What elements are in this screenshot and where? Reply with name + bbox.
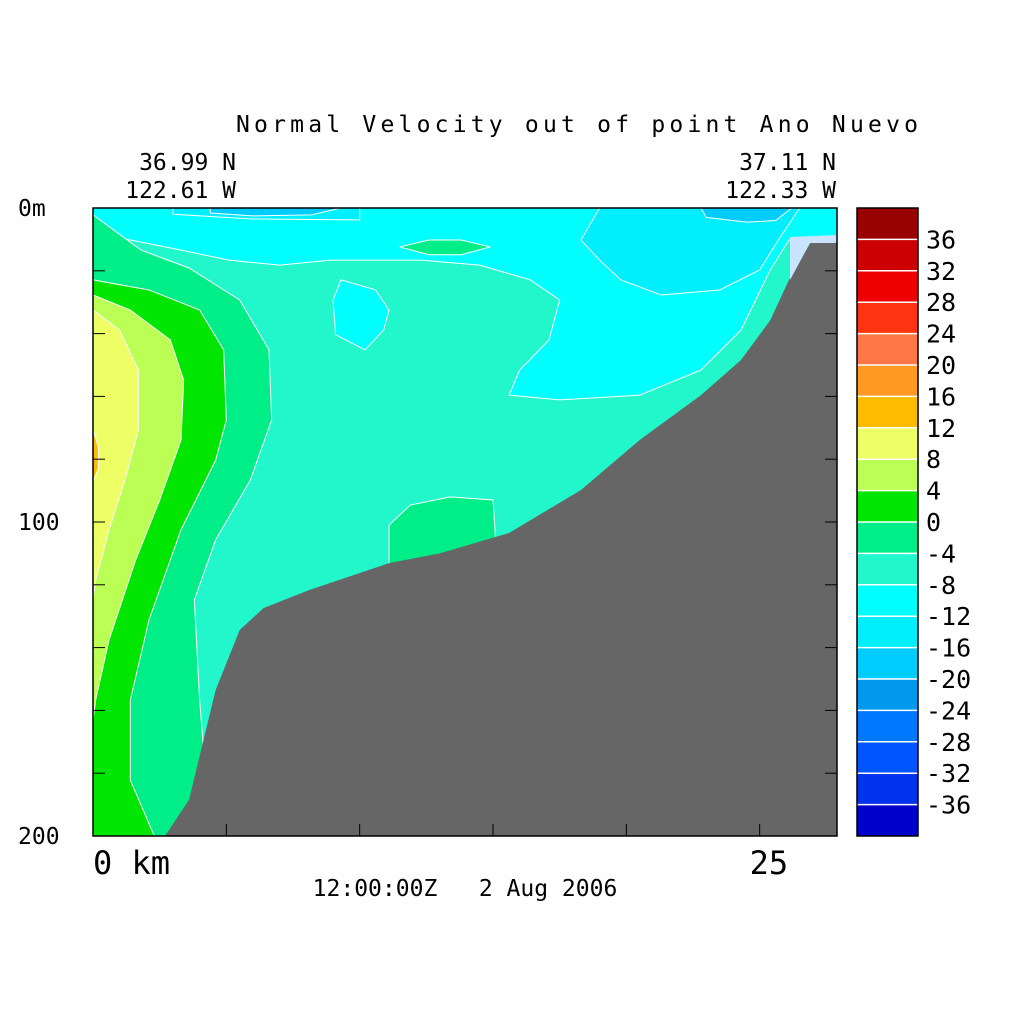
colorbar-swatch [857,773,918,805]
colorbar-label: 8 [926,445,941,474]
colorbar-label: 24 [926,320,956,349]
colorbar-swatch [857,741,918,774]
contour-region [92,309,139,600]
colorbar-frame [856,207,919,837]
seafloor [165,240,837,836]
colorbar-label: -32 [926,759,971,788]
colorbar-swatch [857,647,918,679]
colorbar-label: 32 [926,257,956,286]
colorbar-label: -4 [926,539,956,568]
colorbar-swatch [857,427,918,460]
colorbar-swatch [857,459,918,491]
colorbar-label: 20 [926,351,956,380]
colorbar-swatch [857,584,918,617]
colorbar-swatch [857,208,918,240]
colorbar-swatch [857,616,918,648]
colorbar-label: 0 [926,508,941,537]
y-tick-label: 0m [18,196,46,222]
contour-region [399,239,491,256]
colorbar-label: 28 [926,288,956,317]
overlay: 0m 100 200 0 km 25 -36 -32-28 -24-20-16 -12-8 -40… [18,196,971,882]
end-lon: 122.33 W [725,178,836,204]
colorbar-label: 12 [926,414,956,443]
start-lat: 36.99 N [139,150,236,176]
colorbar-swatch [857,396,918,428]
end-lat: 37.11 N [739,150,836,176]
contour-region [580,207,801,296]
colorbar-swatch [857,270,918,303]
plot-area [92,207,838,837]
contour-region [332,279,390,351]
colorbar-label: 36 [926,225,956,254]
colorbar-label: -28 [926,728,971,757]
colorbar-swatch [857,804,918,836]
colorbar-swatch [857,553,918,585]
colorbar-label: -36 [926,791,971,820]
colorbar-swatch [857,710,918,742]
colorbar-swatch [857,239,918,271]
time-label: 12:00:00Z 2 Aug 2006 [313,876,618,902]
y-tick-label: 200 [18,824,60,850]
colorbar-label: 16 [926,382,956,411]
colorbar-label: -20 [926,665,971,694]
x-tick-label: 25 [750,844,789,882]
colorbar-label: -24 [926,696,971,725]
x-tick-label: 0 km [93,844,170,882]
colorbar-swatch [857,333,918,365]
colorbar-swatch [857,302,918,334]
colorbar-swatch [857,365,918,397]
colorbar-swatch [857,490,918,522]
masked-corner [790,235,837,280]
start-lon: 122.61 W [125,178,236,204]
colorbar-label: 4 [926,477,941,506]
colorbar-label: -16 [926,634,971,663]
colorbar-label: -12 [926,602,971,631]
colorbar-label: -8 [926,571,956,600]
y-tick-label: 100 [18,510,60,536]
colorbar-swatch [857,679,918,711]
colorbar-swatch [857,522,918,554]
chart-title: Normal Velocity out of point Ano Nuevo [236,112,918,138]
